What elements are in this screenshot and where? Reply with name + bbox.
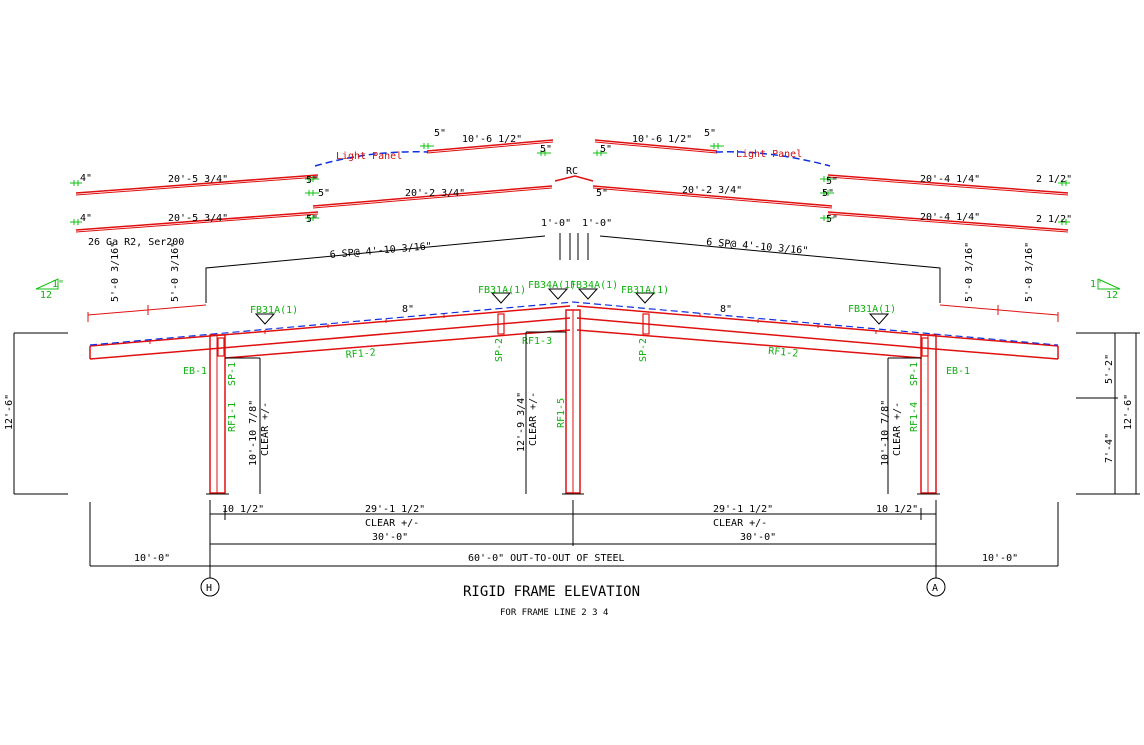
grid-label-a: A [932, 583, 938, 594]
top-left-lap: 5" [434, 128, 446, 139]
clear-span-label-right: CLEAR +/- [713, 518, 767, 529]
left-eave-height: 12'-6" [4, 394, 15, 430]
height-dimensions [13, 331, 1140, 495]
purlin-spacing-left: 6 SP@ 4'-10 3/16" [329, 241, 432, 261]
rf1-1: RF1-1 [227, 402, 238, 432]
row1-left-end: 4" [80, 173, 92, 184]
haunch-depth-right: 8" [720, 304, 732, 315]
top-left-lap-end: 5" [540, 144, 552, 155]
roof-dimensions [87, 233, 1059, 322]
slope-run-left: 12 [40, 290, 52, 301]
overhang-right: 10'-0" [982, 553, 1018, 564]
clear-height-right: 10'-10 7/8" [880, 400, 891, 466]
drawing-subtitle: FOR FRAME LINE 2 3 4 [500, 608, 608, 618]
bay-left: 30'-0" [372, 532, 408, 543]
overhang-left: 10'-0" [134, 553, 170, 564]
clear-height-left: 10'-10 7/8" [248, 400, 259, 466]
clear-span-right: 29'-1 1/2" [713, 504, 773, 515]
light-panel-left: Light Panel [336, 151, 402, 162]
eave-dim-left-b: 5'-0 3/16" [170, 242, 181, 302]
top-right-lap: 5" [704, 128, 716, 139]
haunch-depth-left: 8" [402, 304, 414, 315]
fb31a-mid-left: FB31A(1) [478, 285, 526, 296]
row1-right-length: 20'-4 1/4" [920, 174, 980, 185]
bay-right: 30'-0" [740, 532, 776, 543]
gauge-note: 26 Ga R2, Ser200 [88, 237, 184, 248]
sp1-right: SP-1 [909, 362, 920, 386]
top-right-lap-end: 5" [600, 144, 612, 155]
rf1-4: RF1-4 [909, 402, 920, 432]
row1-left-mid-lap: 5" [318, 188, 330, 199]
row1-right-mid-length: 20'-2 3/4" [682, 185, 742, 196]
fb34a-right: FB34A(1) [570, 280, 618, 291]
grid-label-h: H [206, 583, 212, 594]
eave-dim-right-a: 5'-0 3/16" [964, 242, 975, 302]
sp2-left: SP-2 [494, 338, 505, 362]
span-dimensions [89, 500, 1059, 578]
row2-right-length: 20'-4 1/4" [920, 212, 980, 223]
right-upper-height: 5'-2" [1104, 354, 1115, 384]
eave-dim-left-a: 5'-0 3/16" [110, 242, 121, 302]
ridge-right-dim: 1'-0" [582, 218, 612, 229]
clear-span-label-left: CLEAR +/- [365, 518, 419, 529]
row2-left-end: 4" [80, 213, 92, 224]
slope-symbol-right [1097, 278, 1121, 290]
row2-left-lap: 5" [306, 214, 318, 225]
light-panel-right: Light Panel [736, 149, 802, 160]
row2-right-lap: 5" [826, 214, 838, 225]
slope-run-right: 12 [1106, 290, 1118, 301]
rf1-5: RF1-5 [556, 398, 567, 428]
eb1-left: EB-1 [183, 366, 207, 377]
clear-label-center: CLEAR +/- [528, 392, 539, 446]
rigid-frame [89, 288, 1059, 495]
row1-left-lap: 5" [306, 175, 318, 186]
clear-height-center: 12'-9 3/4" [516, 392, 527, 452]
fb31a-mid-right: FB31A(1) [621, 285, 669, 296]
ridge-left-dim: 1'-0" [541, 218, 571, 229]
sp2-right: SP-2 [638, 338, 649, 362]
overall-width: 60'-0" OUT-TO-OUT OF STEEL [468, 553, 625, 564]
clear-label-left: CLEAR +/- [260, 402, 271, 456]
top-right-panel-length: 10'-6 1/2" [632, 134, 692, 145]
roof-panels [70, 139, 1070, 233]
fb31a-right: FB31A(1) [848, 304, 896, 315]
col-offset-right: 10 1/2" [876, 504, 918, 515]
drawing-title: RIGID FRAME ELEVATION [463, 584, 640, 600]
row1-right-end: 2 1/2" [1036, 174, 1072, 185]
grid-bubble-a [926, 577, 946, 597]
rf1-2-left: RF1-2 [345, 347, 376, 361]
purlin-spacing-right: 6 SP@ 4'-10 3/16" [706, 237, 809, 257]
slope-symbol-left [35, 278, 59, 290]
rf1-2-right: RF1-2 [768, 346, 799, 360]
sp1-left: SP-1 [227, 362, 238, 386]
rf1-3: RF1-3 [522, 336, 552, 347]
ridge-cap-label: RC [566, 166, 578, 177]
row1-right-lap-a: 5" [822, 188, 834, 199]
slope-rise-right: 1" [1090, 279, 1102, 290]
fb31a-left: FB31A(1) [250, 305, 298, 316]
right-lower-height: 7'-4" [1104, 433, 1115, 463]
right-eave-height: 12'-6" [1123, 394, 1134, 430]
row1-left-mid-length: 20'-2 3/4" [405, 188, 465, 199]
row1-right-lap-b: 5" [826, 176, 838, 187]
row1-left-length: 20'-5 3/4" [168, 174, 228, 185]
clear-label-right: CLEAR +/- [892, 402, 903, 456]
grid-bubble-h [200, 577, 220, 597]
col-offset-left: 10 1/2" [222, 504, 264, 515]
clear-span-left: 29'-1 1/2" [365, 504, 425, 515]
fb34a-left: FB34A(1) [528, 280, 576, 291]
row2-right-end: 2 1/2" [1036, 214, 1072, 225]
eave-dim-right-b: 5'-0 3/16" [1024, 242, 1035, 302]
row2-left-length: 20'-5 3/4" [168, 213, 228, 224]
row1-right-mid-lap: 5" [596, 188, 608, 199]
top-left-panel-length: 10'-6 1/2" [462, 134, 522, 145]
slope-rise-left: 1" [52, 279, 64, 290]
eb1-right: EB-1 [946, 366, 970, 377]
